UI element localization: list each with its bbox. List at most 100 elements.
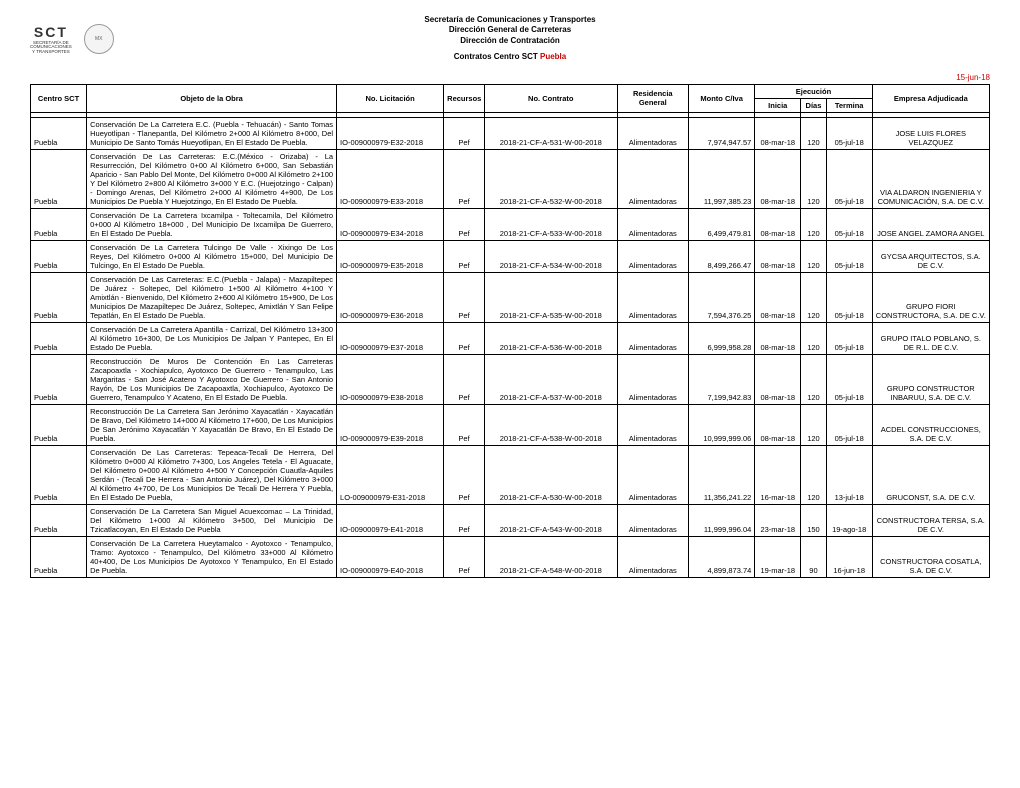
cell-empresa: GYCSA ARQUITECTOS, S.A. DE C.V. (872, 240, 989, 272)
title-block: Secretaría de Comunicaciones y Transport… (170, 15, 850, 63)
cell-contrato: 2018-21-CF-A-533-W-00-2018 (484, 208, 617, 240)
title-line2: Dirección General de Carreteras (170, 25, 850, 35)
cell-monto: 8,499,266.47 (688, 240, 754, 272)
cell-inicia: 19-mar-18 (755, 536, 801, 577)
cell-residencia: Alimentadoras (617, 322, 688, 354)
cell-licitacion: IO-009000979-E33-2018 (337, 149, 444, 208)
cell-objeto: Conservación De La Carretera Hueytamalco… (87, 536, 337, 577)
cell-contrato: 2018-21-CF-A-530-W-00-2018 (484, 445, 617, 504)
cell-contrato: 2018-21-CF-A-534-W-00-2018 (484, 240, 617, 272)
cell-contrato: 2018-21-CF-A-532-W-00-2018 (484, 149, 617, 208)
cell-recursos: Pef (444, 272, 485, 322)
cell-contrato: 2018-21-CF-A-531-W-00-2018 (484, 117, 617, 149)
cell-termina: 05-jul-18 (826, 354, 872, 404)
table-row: PueblaConservación De Las Carreteras: E.… (31, 272, 990, 322)
col-residencia: Residencia General (617, 84, 688, 112)
cell-licitacion: IO-009000979-E38-2018 (337, 354, 444, 404)
cell-residencia: Alimentadoras (617, 149, 688, 208)
cell-inicia: 08-mar-18 (755, 272, 801, 322)
cell-dias: 90 (801, 536, 827, 577)
cell-monto: 4,899,873.74 (688, 536, 754, 577)
table-header: Centro SCT Objeto de la Obra No. Licitac… (31, 84, 990, 117)
cell-dias: 120 (801, 404, 827, 445)
cell-recursos: Pef (444, 208, 485, 240)
cell-termina: 05-jul-18 (826, 322, 872, 354)
cell-monto: 6,999,958.28 (688, 322, 754, 354)
cell-licitacion: IO-009000979-E40-2018 (337, 536, 444, 577)
col-empresa: Empresa Adjudicada (872, 84, 989, 112)
cell-termina: 05-jul-18 (826, 404, 872, 445)
cell-recursos: Pef (444, 149, 485, 208)
cell-objeto: Conservación De La Carretera San Miguel … (87, 504, 337, 536)
cell-inicia: 08-mar-18 (755, 240, 801, 272)
cell-monto: 10,999,999.06 (688, 404, 754, 445)
cell-inicia: 23-mar-18 (755, 504, 801, 536)
page-header: SCT SECRETARÍA DECOMUNICACIONESY TRANSPO… (30, 15, 990, 63)
cell-inicia: 08-mar-18 (755, 354, 801, 404)
table-row: PueblaConservación De La Carretera San M… (31, 504, 990, 536)
col-centro: Centro SCT (31, 84, 87, 112)
cell-recursos: Pef (444, 354, 485, 404)
cell-residencia: Alimentadoras (617, 445, 688, 504)
table-row: PueblaConservación De La Carretera Apant… (31, 322, 990, 354)
table-row: PueblaReconstrucción De La Carretera San… (31, 404, 990, 445)
cell-centro: Puebla (31, 208, 87, 240)
cell-licitacion: IO-009000979-E39-2018 (337, 404, 444, 445)
cell-centro: Puebla (31, 445, 87, 504)
cell-monto: 11,999,996.04 (688, 504, 754, 536)
cell-residencia: Alimentadoras (617, 272, 688, 322)
document-date: 15-jun-18 (30, 73, 990, 82)
cell-centro: Puebla (31, 536, 87, 577)
cell-monto: 11,356,241.22 (688, 445, 754, 504)
cell-dias: 120 (801, 272, 827, 322)
cell-inicia: 16-mar-18 (755, 445, 801, 504)
cell-empresa: VIA ALDARON INGENIERIA Y COMUNICACIÓN, S… (872, 149, 989, 208)
cell-empresa: GRUPO FIORI CONSTRUCTORA, S.A. DE C.V. (872, 272, 989, 322)
cell-contrato: 2018-21-CF-A-535-W-00-2018 (484, 272, 617, 322)
cell-licitacion: LO-009000979-E31-2018 (337, 445, 444, 504)
col-termina: Termina (826, 98, 872, 112)
cell-empresa: ACDEL CONSTRUCCIONES, S.A. DE C.V. (872, 404, 989, 445)
cell-centro: Puebla (31, 149, 87, 208)
col-inicia: Inicia (755, 98, 801, 112)
cell-dias: 120 (801, 149, 827, 208)
col-dias: Días (801, 98, 827, 112)
cell-objeto: Conservación De La Carretera Ixcamilpa -… (87, 208, 337, 240)
cell-termina: 19-ago-18 (826, 504, 872, 536)
cell-licitacion: IO-009000979-E37-2018 (337, 322, 444, 354)
cell-termina: 16-jun-18 (826, 536, 872, 577)
col-monto: Monto C/Iva (688, 84, 754, 112)
cell-termina: 05-jul-18 (826, 208, 872, 240)
cell-recursos: Pef (444, 445, 485, 504)
cell-recursos: Pef (444, 404, 485, 445)
cell-dias: 120 (801, 240, 827, 272)
cell-recursos: Pef (444, 504, 485, 536)
cell-dias: 120 (801, 354, 827, 404)
col-licitacion: No. Licitación (337, 84, 444, 112)
cell-empresa: CONSTRUCTORA TERSA, S.A. DE C.V. (872, 504, 989, 536)
cell-objeto: Conservación De La Carretera Tulcingo De… (87, 240, 337, 272)
cell-dias: 120 (801, 445, 827, 504)
cell-objeto: Conservación De La Carretera Apantilla -… (87, 322, 337, 354)
cell-contrato: 2018-21-CF-A-548-W-00-2018 (484, 536, 617, 577)
table-row: PueblaConservación De La Carretera E.C. … (31, 117, 990, 149)
cell-inicia: 08-mar-18 (755, 322, 801, 354)
cell-residencia: Alimentadoras (617, 117, 688, 149)
cell-licitacion: IO-009000979-E32-2018 (337, 117, 444, 149)
cell-residencia: Alimentadoras (617, 240, 688, 272)
table-row: PueblaConservación De La Carretera Hueyt… (31, 536, 990, 577)
cell-licitacion: IO-009000979-E35-2018 (337, 240, 444, 272)
cell-recursos: Pef (444, 322, 485, 354)
cell-licitacion: IO-009000979-E36-2018 (337, 272, 444, 322)
cell-residencia: Alimentadoras (617, 504, 688, 536)
cell-residencia: Alimentadoras (617, 404, 688, 445)
mexico-emblem-icon: MX (84, 24, 114, 54)
cell-monto: 7,594,376.25 (688, 272, 754, 322)
table-row: PueblaConservación De La Carretera Ixcam… (31, 208, 990, 240)
cell-inicia: 08-mar-18 (755, 404, 801, 445)
cell-contrato: 2018-21-CF-A-538-W-00-2018 (484, 404, 617, 445)
cell-residencia: Alimentadoras (617, 536, 688, 577)
cell-dias: 120 (801, 322, 827, 354)
sct-logo-text: SCT (30, 24, 72, 40)
col-recursos: Recursos (444, 84, 485, 112)
